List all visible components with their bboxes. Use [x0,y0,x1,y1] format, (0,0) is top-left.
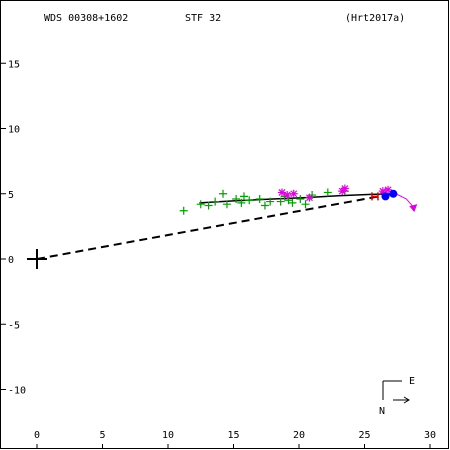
y-tick-label: 5 [8,190,14,201]
x-tick-label: 15 [227,430,239,441]
observation-plus [301,200,310,209]
observation-plus [179,206,188,215]
compass: E N [379,376,415,417]
observation-star [289,189,298,198]
observation-plus [255,194,264,203]
compass-arrow-head [403,396,410,404]
observation-h [371,192,379,201]
orbit-curve [199,193,398,204]
observation-plus [323,188,332,197]
track-arrow-head [409,204,418,213]
observation-plus [204,201,213,210]
observation-plus [237,198,246,207]
observation-plus [219,189,228,198]
observation-plus [266,197,275,206]
x-tick-label: 30 [424,430,436,441]
axes: 0 5 10 15 20 25 30 15 10 5 0 -5 -10 [1,59,436,449]
observation-plus [239,192,248,201]
observation-plus [276,197,285,206]
recent-track [380,191,415,209]
observation-plus [232,194,241,203]
y-tick-label: -5 [8,320,20,331]
observation-dot [381,192,390,201]
y-tick-label: 15 [8,59,20,70]
compass-north-label: N [379,406,385,417]
observation-star [305,193,314,202]
y-tick-label: 10 [8,125,20,136]
observation-dot [389,189,398,198]
header-discoverer: STF 32 [185,13,221,24]
x-tick-label: 10 [162,430,174,441]
observation-plus [211,197,220,206]
y-tick-label: -10 [8,386,26,397]
observation-star [340,184,349,193]
observation-plus [245,196,254,205]
observation-plus [288,198,297,207]
data-series [27,184,418,269]
observation-star [384,185,393,194]
header-orbit-ref: (Hrt2017a) [345,13,405,24]
compass-east-label: E [409,376,415,387]
y-tick-label: 0 [8,255,14,266]
header-wds: WDS 00308+1602 [44,13,128,24]
x-tick-label: 20 [293,430,305,441]
observation-plus [296,194,305,203]
observation-plus [222,200,231,209]
x-tick-label: 5 [99,430,105,441]
x-tick-label: 25 [358,430,370,441]
observation-plus [196,200,205,209]
x-tick-label: 0 [34,430,40,441]
observation-star [283,191,292,200]
observation-star [378,187,387,196]
dashed-line [36,192,394,260]
observation-plus [260,201,269,210]
observation-star [277,188,286,197]
